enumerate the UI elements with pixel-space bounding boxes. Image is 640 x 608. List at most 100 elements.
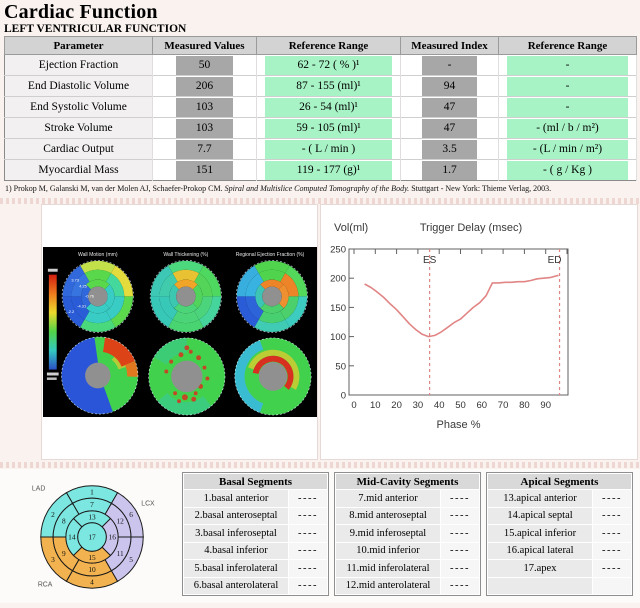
segment-table: Apical Segments 13.apical anterior ---- 14.…	[486, 472, 633, 596]
segment-score-value: ----	[441, 507, 479, 524]
x-tick-label: 40	[434, 400, 445, 411]
segment-table-title: Mid-Cavity Segments	[336, 474, 479, 489]
index-reference-range-box: - (ml / b / m²)	[506, 118, 629, 138]
segment-name: 17.apex	[488, 560, 592, 577]
polar-map-value-label: -0.76	[85, 293, 95, 298]
polar-maps-figure: Wall Motion (mm) Wall Thickening (%) Regio…	[43, 247, 317, 417]
polar-map-regional-ef-smooth	[234, 337, 312, 416]
aha-segment-number: 11	[117, 549, 124, 558]
lv-cell-reference-range: - ( L / min )	[256, 138, 401, 160]
segment-table: Basal Segments 1.basal anterior ---- 2.basa…	[182, 472, 329, 596]
aha-segment-number: 9	[62, 549, 66, 558]
segment-name: 9.mid inferoseptal	[336, 525, 440, 542]
segment-name	[488, 577, 592, 594]
y-tick-label: 200	[330, 274, 346, 285]
polar-map-wall-thickening	[149, 260, 222, 333]
segment-name: 16.apical lateral	[488, 542, 592, 559]
table-row: End Diastolic Volume 206 87 - 155 (ml)¹ 94 -	[4, 75, 637, 97]
y-tick-label: 150	[330, 303, 346, 314]
aha-segment-number: 6	[129, 510, 133, 519]
segment-name: 10.mid inferior	[336, 542, 440, 559]
segment-score-value: ----	[441, 490, 479, 507]
reference-range-box: 87 - 155 (ml)¹	[264, 76, 393, 96]
section-title-lv-function: LEFT VENTRICULAR FUNCTION	[4, 23, 187, 35]
lv-column-header: Reference Range	[256, 36, 401, 55]
lv-cell-reference-range: 62 - 72 ( % )¹	[256, 54, 401, 76]
polar-map-value-label: 4.25	[79, 284, 87, 289]
list-item	[488, 577, 631, 594]
segment-name: 1.basal anterior	[184, 490, 288, 507]
footnote-citation-prefix: 1) Prokop M, Galanski M, van der Molen A…	[5, 184, 225, 193]
list-item: 13.apical anterior ----	[488, 490, 631, 507]
polar-map-regional-ef	[235, 260, 308, 333]
lv-cell-parameter: Stroke Volume	[4, 117, 153, 139]
lv-column-header: Parameter	[4, 36, 153, 55]
segment-score-value: ----	[593, 525, 631, 542]
polar-map-title: Regional Ejection Fraction (%)	[236, 252, 305, 258]
lv-cell-parameter: End Systolic Volume	[4, 96, 153, 118]
list-item: 17.apex ----	[488, 560, 631, 577]
lv-cell-measured-index: 3.5	[400, 138, 499, 160]
segment-name: 12.mid anterolateral	[336, 577, 440, 594]
color-scale-bar	[48, 274, 57, 370]
lv-cell-measured-value: 103	[152, 117, 257, 139]
chart-title: Trigger Delay (msec)	[420, 222, 522, 234]
reference-range-box: 59 - 105 (ml)¹	[264, 118, 393, 138]
chart-y-axis-label: Vol(ml)	[334, 222, 368, 234]
polar-map-title: Wall Thickening (%)	[163, 252, 208, 258]
aha-segment-number: 14	[68, 533, 76, 542]
segment-name: 14.apical septal	[488, 507, 592, 524]
measured-index-box: 47	[422, 118, 477, 138]
segment-table: Mid-Cavity Segments 7.mid anterior ---- 8.m…	[334, 472, 481, 596]
measured-value-box: 151	[175, 160, 234, 180]
measured-value-box: 206	[175, 76, 234, 96]
list-item: 11.mid inferolateral ----	[336, 560, 479, 577]
lv-cell-reference-range: 59 - 105 (ml)¹	[256, 117, 401, 139]
segment-table-title: Apical Segments	[488, 474, 631, 489]
x-tick-label: 60	[477, 400, 488, 411]
segment-name: 5.basal inferolateral	[184, 560, 288, 577]
reference-footnote: 1) Prokop M, Galanski M, van der Molen A…	[5, 184, 640, 194]
measured-index-box: 94	[422, 76, 477, 96]
measured-index-box: 3.5	[422, 139, 477, 159]
lv-cavity-center	[176, 286, 196, 307]
aha-segment-number: 15	[88, 553, 96, 562]
list-item: 15.apical inferior ----	[488, 525, 631, 542]
y-tick-label: 0	[341, 391, 346, 402]
lv-cell-measured-index: 1.7	[400, 159, 499, 181]
volume-time-curve-chart: Vol(ml) Trigger Delay (msec)0501001502002…	[330, 222, 569, 431]
aha-segment-17: 17	[77, 522, 107, 552]
index-reference-range-box: -	[506, 55, 629, 75]
lv-cavity-center	[262, 286, 282, 307]
lv-cell-reference-range: 87 - 155 (ml)¹	[256, 75, 401, 97]
volume-chart-panel: Vol(ml) Trigger Delay (msec) 0 50 100 150 200 2…	[320, 204, 638, 460]
reference-range-box: 62 - 72 ( % )¹	[264, 55, 393, 75]
lv-cell-parameter: Ejection Fraction	[4, 54, 153, 76]
lv-cell-reference-range: 119 - 177 (g)¹	[256, 159, 401, 181]
segment-score-value: ----	[441, 525, 479, 542]
segment-name: 11.mid inferolateral	[336, 560, 440, 577]
x-tick-label: 10	[370, 400, 381, 411]
list-item: 6.basal anterolateral ----	[184, 577, 327, 594]
table-row: Myocardial Mass 151 119 - 177 (g)¹ 1.7 - ( g…	[4, 159, 637, 181]
coronary-territory-label-lad: LAD	[32, 486, 45, 493]
segment-score-value: ----	[593, 490, 631, 507]
y-tick-label: 250	[330, 245, 346, 256]
lv-column-header: Measured Index	[400, 36, 499, 55]
aha-segment-number: 4	[90, 578, 94, 587]
polar-map-value-label: -2.2	[67, 309, 74, 314]
x-tick-label: 80	[519, 400, 530, 411]
x-tick-label: 70	[498, 400, 509, 411]
x-tick-label: 30	[413, 400, 424, 411]
segment-score-value: ----	[289, 560, 327, 577]
separator-band-top	[0, 198, 640, 204]
segment-score-value: ----	[593, 542, 631, 559]
aha-segment-number: 17	[88, 533, 96, 542]
list-item: 12.mid anterolateral ----	[336, 577, 479, 594]
lv-cell-measured-value: 151	[152, 159, 257, 181]
segment-score-value: ----	[593, 507, 631, 524]
lv-cell-measured-value: 206	[152, 75, 257, 97]
volume-chart-wrap: Vol(ml) Trigger Delay (msec) 0 50 100 150 200 2…	[321, 207, 637, 464]
